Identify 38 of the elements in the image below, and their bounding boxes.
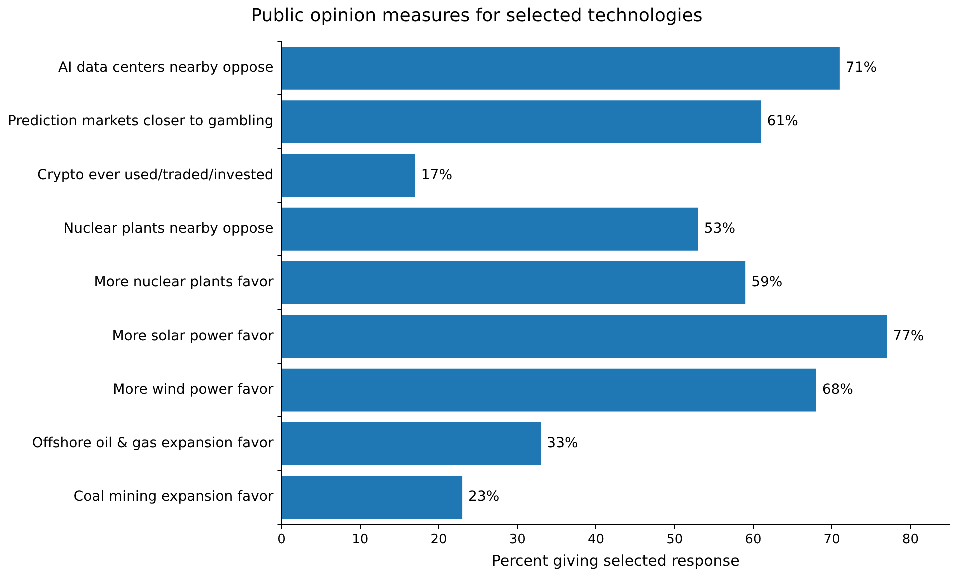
x-tick-label: 30: [509, 532, 526, 548]
chart-title: Public opinion measures for selected technologies: [251, 5, 703, 26]
y-tick-label: More nuclear plants favor: [94, 274, 274, 291]
data-label: 17%: [421, 167, 453, 184]
y-tick-label: Coal mining expansion favor: [74, 489, 274, 506]
x-tick-label: 0: [278, 532, 286, 548]
bar: [282, 100, 762, 144]
y-tick-label: More solar power favor: [112, 328, 274, 344]
x-tick-label: 50: [666, 532, 684, 548]
data-label: 53%: [704, 220, 736, 237]
bar: [282, 208, 698, 251]
bar: [282, 315, 888, 358]
bar: [282, 154, 416, 198]
data-label: 77%: [893, 328, 924, 344]
data-label: 33%: [547, 436, 578, 452]
x-tick-label: 40: [588, 532, 604, 548]
data-label: 59%: [752, 274, 783, 291]
bar: [282, 422, 542, 466]
y-tick-label: Crypto ever used/traded/invested: [38, 167, 274, 184]
x-tick-label: 20: [430, 532, 448, 548]
bar: [282, 476, 463, 520]
x-tick-label: 80: [902, 532, 919, 548]
bar: [282, 46, 840, 90]
data-label: 61%: [767, 114, 798, 130]
y-tick-label: Prediction markets closer to gambling: [8, 114, 274, 130]
y-tick-label: Offshore oil & gas expansion favor: [32, 436, 274, 452]
y-tick-label: More wind power favor: [113, 382, 274, 398]
y-tick-label: Nuclear plants nearby oppose: [64, 220, 274, 237]
x-tick-label: 70: [824, 532, 840, 548]
data-label: 71%: [846, 60, 878, 76]
y-tick-label: AI data centers nearby oppose: [58, 60, 274, 76]
bar: [282, 368, 816, 412]
x-tick-label: 60: [745, 532, 762, 548]
bar: [282, 262, 746, 304]
x-axis-title: Percent giving selected response: [492, 552, 740, 570]
data-label: 68%: [822, 382, 854, 398]
x-tick-label: 10: [352, 532, 369, 548]
data-label: 23%: [468, 489, 500, 506]
